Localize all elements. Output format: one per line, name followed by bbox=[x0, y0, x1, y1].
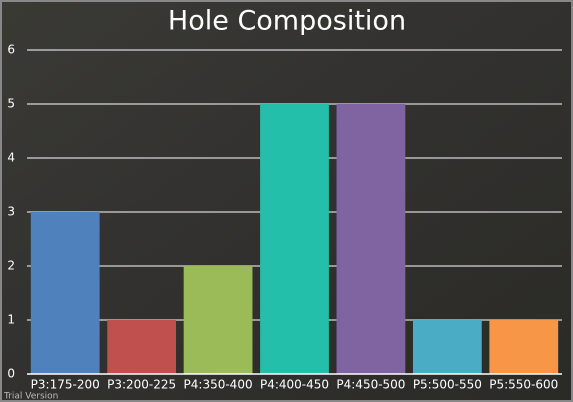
bar bbox=[30, 212, 100, 374]
bar bbox=[260, 104, 329, 374]
bar bbox=[183, 266, 253, 374]
x-tick-label: P3:200-225 bbox=[107, 378, 176, 392]
y-tick-label: 0 bbox=[7, 367, 15, 381]
y-tick-label: 2 bbox=[7, 259, 15, 273]
x-tick-label: P4:450-500 bbox=[336, 378, 405, 392]
chart-title: Hole Composition bbox=[168, 6, 406, 37]
x-tick-label: P4:400-450 bbox=[260, 378, 329, 392]
bar bbox=[412, 320, 482, 374]
x-tick-label: P5:500-550 bbox=[413, 378, 482, 392]
x-tick-label: P4:350-400 bbox=[184, 378, 253, 392]
y-tick-label: 6 bbox=[7, 43, 15, 57]
bar bbox=[336, 104, 406, 374]
x-tick-label: P5:550-600 bbox=[489, 378, 558, 392]
bar bbox=[489, 320, 559, 374]
x-tick-label: P3:175-200 bbox=[31, 378, 100, 392]
y-tick-label: 3 bbox=[7, 205, 15, 219]
y-tick-label: 5 bbox=[7, 97, 15, 111]
bar bbox=[107, 320, 177, 374]
watermark: Trial Version bbox=[3, 392, 58, 402]
y-tick-label: 1 bbox=[7, 313, 15, 327]
y-tick-label: 4 bbox=[7, 151, 15, 165]
